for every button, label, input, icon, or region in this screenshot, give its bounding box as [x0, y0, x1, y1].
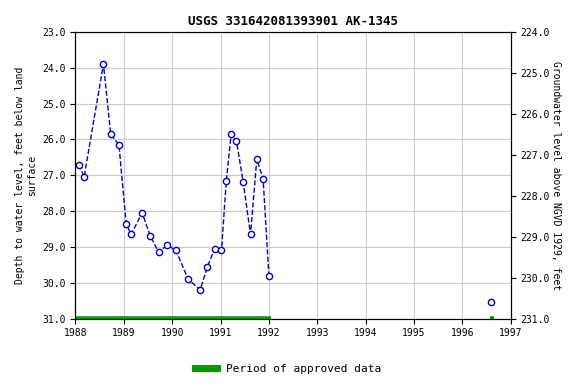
Title: USGS 331642081393901 AK-1345: USGS 331642081393901 AK-1345 [188, 15, 398, 28]
Y-axis label: Depth to water level, feet below land
surface: Depth to water level, feet below land su… [15, 66, 37, 284]
Y-axis label: Groundwater level above NGVD 1929, feet: Groundwater level above NGVD 1929, feet [551, 61, 561, 290]
Legend: Period of approved data: Period of approved data [191, 359, 385, 379]
